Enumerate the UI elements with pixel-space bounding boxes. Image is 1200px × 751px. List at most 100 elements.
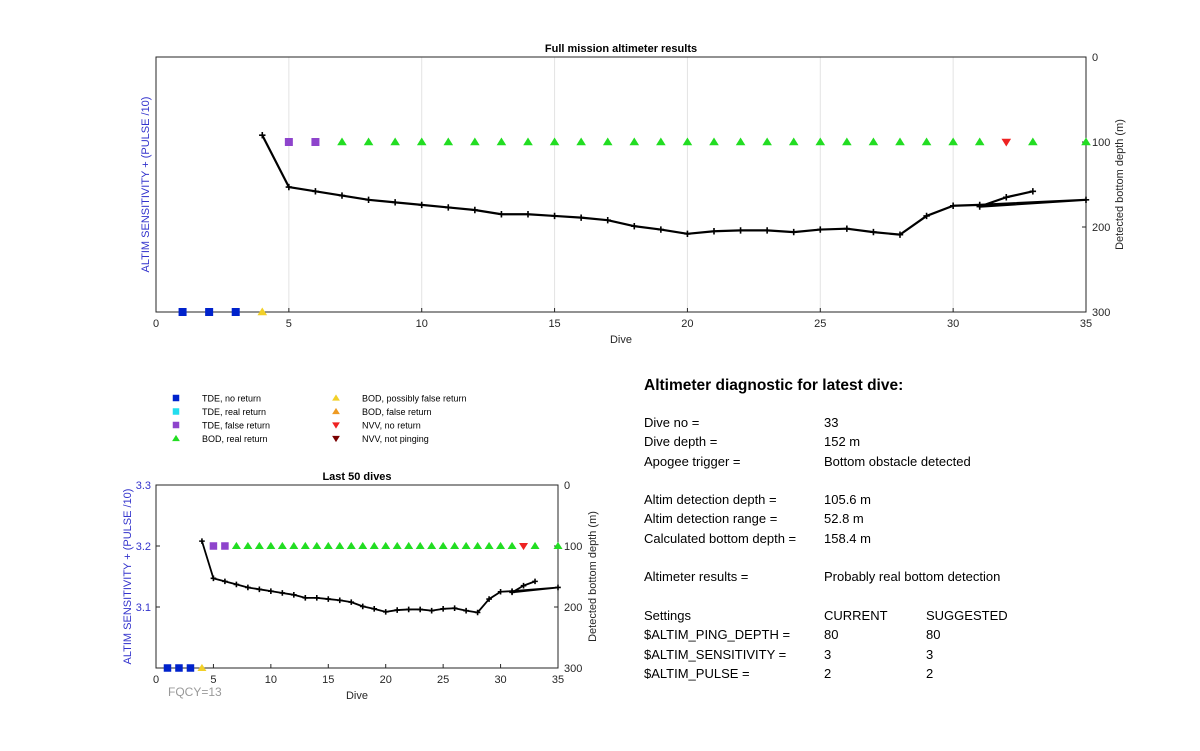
x-tick-label: 15 [322, 674, 334, 686]
dive-marker [473, 541, 483, 550]
dive-marker [337, 137, 347, 146]
dive-marker [682, 137, 693, 146]
ping-depth-suggested: 80 [926, 627, 941, 643]
dive-marker [735, 137, 746, 146]
last-50-dives-chart: 0 5 10 15 20 25 30 35 0 100 200 300 3.1 3.2 3.3 Last 50… [122, 471, 599, 702]
dive-marker [523, 137, 533, 146]
dive-marker [163, 664, 172, 672]
legend-marker [332, 422, 340, 429]
pulse-suggested: 2 [926, 665, 934, 681]
x-tick-label: 10 [416, 318, 428, 330]
dive-marker [311, 138, 320, 146]
dive-depth-value: 152 m [824, 434, 861, 450]
dive-marker [390, 137, 400, 146]
dive-marker [519, 542, 529, 551]
dive-marker [243, 541, 253, 550]
spacer [644, 589, 1184, 608]
dive-marker [974, 137, 985, 146]
dive-marker [576, 137, 586, 146]
apogee-trigger-value: Bottom obstacle detected [824, 453, 971, 469]
right-y-tick-label: 200 [564, 602, 582, 614]
right-y-axis-label: Detected bottom depth (m) [587, 511, 599, 642]
left-y-tick-label: 3.2 [136, 541, 151, 553]
dive-marker [404, 541, 414, 550]
bottom-depth-point [763, 227, 771, 234]
dive-marker [363, 137, 374, 146]
bottom-depth-point [555, 584, 561, 591]
bottom-depth-point [405, 606, 412, 613]
dive-marker [507, 541, 517, 550]
bottom-depth-point [268, 588, 274, 594]
bottom-depth-point [604, 217, 611, 224]
dive-marker [602, 137, 613, 146]
bottom-depth-point [428, 607, 435, 614]
bottom-depth-point [222, 578, 228, 585]
right-y-tick-label: 100 [1092, 137, 1110, 149]
pulse-row: $ALTIM_PULSE = 2 2 [644, 666, 1184, 685]
bottom-depth-point [471, 206, 479, 214]
dive-marker [762, 137, 772, 146]
dive-marker [284, 138, 293, 146]
right-y-tick-label: 300 [564, 663, 582, 675]
dive-marker [186, 664, 195, 672]
dive-marker [323, 541, 333, 550]
dive-marker [381, 541, 391, 550]
results-row: Altimeter results = Probably real bottom… [644, 569, 1184, 588]
dive-marker [175, 664, 183, 672]
bottom-depth-point [1082, 196, 1090, 203]
bottom-depth-point [417, 606, 423, 613]
dive-marker [496, 541, 506, 550]
dive-marker [438, 541, 448, 550]
bottom-depth-point [256, 586, 263, 593]
dive-marker [427, 541, 437, 550]
bottom-depth-point [394, 607, 400, 613]
bottom-depth-point [451, 605, 458, 612]
dive-marker [450, 541, 460, 550]
bottom-depth-point [577, 214, 585, 221]
calculated-depth-label: Calculated bottom depth = [644, 530, 797, 546]
bottom-depth-point [498, 211, 505, 218]
dive-marker [921, 137, 932, 146]
dive-marker [1001, 138, 1012, 147]
bottom-depth-point [312, 188, 319, 195]
bottom-depth-point [259, 132, 266, 139]
dive-marker [312, 541, 322, 550]
dive-marker [254, 541, 264, 550]
bottom-depth-line [261, 134, 1088, 236]
x-tick-label: 5 [286, 318, 292, 330]
dive-marker [656, 137, 666, 146]
left-y-tick-label: 3.3 [136, 480, 151, 492]
dive-no-value: 33 [824, 415, 839, 430]
legend-label: NVV, not pinging [362, 434, 429, 444]
dive-marker [709, 137, 719, 146]
sensitivity-row: $ALTIM_SENSITIVITY = 3 3 [644, 647, 1184, 666]
bottom-depth-point [463, 607, 469, 614]
bottom-depth-point [710, 228, 718, 235]
x-tick-label: 30 [947, 318, 959, 330]
dive-marker [289, 541, 299, 550]
suggested-header: SUGGESTED [926, 607, 1008, 623]
x-tick-label: 10 [265, 674, 277, 686]
bottom-depth-point [976, 203, 983, 210]
x-axis-label: Dive [610, 334, 632, 346]
x-tick-label: 25 [437, 674, 449, 686]
legend-marker [172, 421, 180, 429]
dive-marker [415, 541, 425, 550]
legend-label: NVV, no return [362, 421, 421, 431]
right-y-tick-label: 0 [1092, 52, 1098, 64]
x-tick-label: 5 [210, 674, 216, 686]
bottom-depth-point [348, 599, 355, 605]
results-value: Probably real bottom detection [824, 569, 1001, 585]
altimeter-diagnostic-panel: Altimeter diagnostic for latest dive: Di… [644, 377, 1184, 685]
x-tick-label: 30 [494, 674, 506, 686]
dive-marker [530, 541, 540, 550]
right-y-axis-label: Detected bottom depth (m) [1114, 119, 1126, 250]
legend-label: TDE, no return [202, 394, 261, 404]
dive-marker [895, 137, 905, 146]
dive-marker [221, 542, 229, 550]
bottom-depth-point [391, 199, 399, 206]
dive-marker [443, 137, 454, 146]
dive-marker [335, 541, 345, 550]
legend-marker [172, 394, 180, 402]
dive-marker [549, 137, 560, 146]
